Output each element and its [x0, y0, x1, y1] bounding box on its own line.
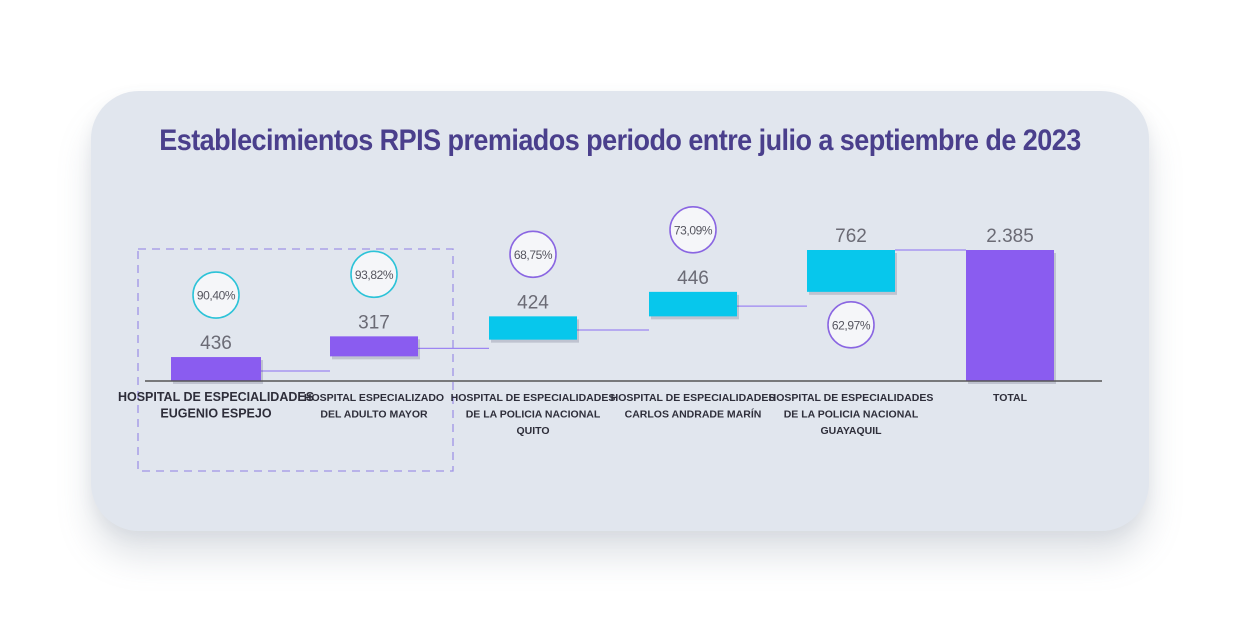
category-label: GUAYAQUIL — [820, 425, 882, 437]
data-label: 317 — [358, 312, 390, 333]
bar — [807, 250, 895, 292]
bar — [966, 250, 1054, 381]
data-label: 446 — [677, 268, 709, 289]
category-label: DE LA POLICIA NACIONAL — [466, 409, 601, 421]
category-label: QUITO — [516, 425, 549, 437]
data-label: 2.385 — [986, 226, 1034, 247]
category-label: EUGENIO ESPEJO — [160, 407, 271, 421]
bar — [330, 336, 418, 357]
percent-circle — [509, 230, 557, 279]
category-label: HOSPITAL DE ESPECIALIDADES — [451, 392, 616, 404]
category-label: HOSPITAL DE ESPECIALIDADES — [611, 392, 776, 404]
chart-title: Establecimientos RPIS premiados periodo … — [159, 124, 1081, 157]
category-label: HOSPITAL DE ESPECIALIDADES — [769, 392, 934, 404]
percent-circle — [350, 250, 398, 299]
percent-circle — [192, 271, 240, 319]
category-label: TOTAL — [993, 392, 1028, 404]
bar — [171, 357, 261, 381]
highlight-box — [137, 248, 454, 472]
category-label: DE LA POLICIA NACIONAL — [784, 409, 919, 421]
percent-circle — [827, 301, 875, 349]
category-label: HOSPITAL ESPECIALIZADO — [304, 392, 444, 404]
percent-label: 62,97% — [832, 318, 871, 332]
category-label: HOSPITAL DE ESPECIALIDADES — [118, 390, 314, 404]
percent-label: 90,40% — [197, 289, 236, 303]
percent-circle — [669, 206, 717, 254]
percent-label: 93,82% — [355, 268, 394, 282]
percent-label: 68,75% — [514, 248, 553, 262]
category-label: CARLOS ANDRADE MARÍN — [625, 408, 762, 421]
percent-label: 73,09% — [674, 223, 713, 237]
data-label: 424 — [517, 292, 549, 313]
bar — [649, 291, 737, 317]
category-label: DEL ADULTO MAYOR — [320, 409, 428, 421]
data-label: 436 — [200, 333, 232, 354]
bar — [489, 316, 577, 340]
data-label: 762 — [835, 226, 867, 247]
